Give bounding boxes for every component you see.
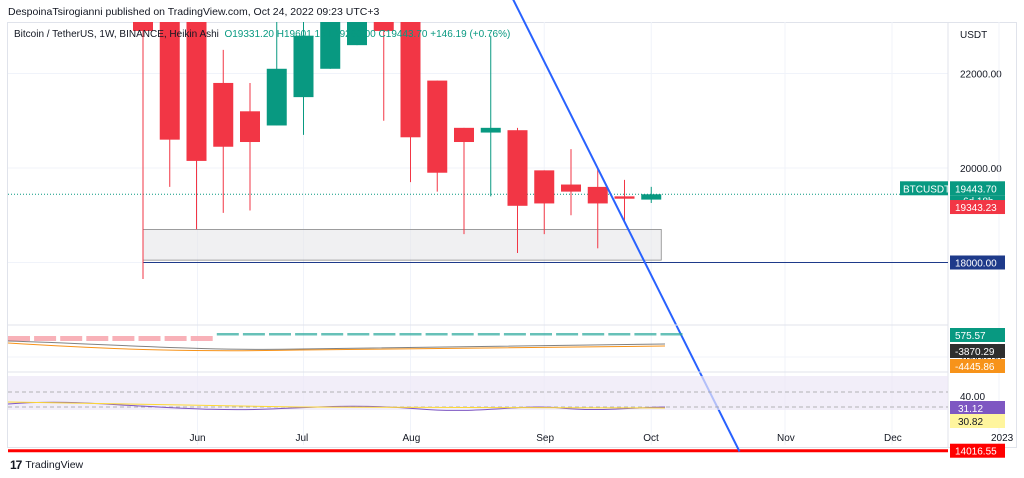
macd-histogram-bar [660, 333, 683, 336]
x-tick-label: Jul [296, 433, 309, 444]
macd-histogram-bar [373, 333, 396, 336]
legend-change: +146.19 (+0.76%) [430, 29, 511, 40]
rsi-tag [950, 401, 1005, 415]
candle-body [293, 35, 314, 98]
support-zone [142, 229, 662, 261]
macd-tag [950, 328, 1005, 342]
macd-signal-line [7, 342, 666, 352]
footer-brand[interactable]: 17 TradingView [10, 458, 83, 472]
y-tick-label: 20000.00 [960, 164, 1002, 175]
candle-body [213, 82, 234, 147]
price-tag-value: 19343.23 [955, 203, 997, 214]
y-tick-label: 16000.00 [960, 353, 1002, 364]
macd-histogram-bar [112, 336, 135, 341]
tradingview-logo-icon: 17 [10, 458, 22, 472]
macd-histogram-bar [321, 333, 344, 336]
macd-histogram-bar [582, 333, 605, 336]
candle-body [320, 22, 341, 69]
macd-histogram-bar [216, 333, 239, 336]
symbol-tag-label: BTCUSDT [903, 184, 950, 195]
symbol-legend: Bitcoin / TetherUS, 1W, BINANCE, Heikin … [14, 29, 510, 40]
candle-body [159, 22, 180, 140]
price-tag [950, 200, 1005, 215]
y-tick-label: 22000.00 [960, 70, 1002, 81]
candle-body [186, 22, 207, 161]
candle-body [133, 22, 153, 31]
macd-histogram-bar [8, 336, 30, 341]
macd-histogram-bar [60, 336, 83, 341]
macd-histogram-bar [425, 333, 448, 336]
macd-histogram-bar [347, 333, 370, 336]
publisher-line: DespoinaTsirogianni published on Trading… [8, 6, 380, 18]
rsi-line [7, 401, 666, 411]
candle-body [587, 186, 608, 204]
macd-histogram-bar [556, 333, 579, 336]
candle-body [614, 196, 635, 199]
macd-histogram-bar [477, 333, 500, 336]
symbol-tag [900, 181, 948, 196]
chart-frame [7, 22, 1017, 448]
x-tick-label: Dec [884, 433, 902, 444]
macd-tag-value: -3870.29 [955, 347, 995, 358]
candle-body [266, 68, 287, 126]
x-tick-label: Oct [643, 433, 659, 444]
candle-body [427, 80, 448, 173]
macd-histogram-bar [242, 333, 265, 336]
rsi-ma-line [7, 401, 666, 409]
candle-body [534, 170, 555, 204]
price-tag [950, 255, 1005, 270]
macd-histogram-bar [608, 333, 631, 336]
candle-body [561, 184, 581, 192]
macd-histogram-bar [503, 333, 526, 336]
macd-histogram-bar [86, 336, 109, 341]
brand-text: TradingView [25, 459, 84, 471]
x-tick-label: Sep [536, 433, 554, 444]
price-tag-value: 14016.55 [955, 447, 997, 458]
macd-histogram-bar [190, 336, 213, 341]
x-tick-label: Jun [190, 433, 206, 444]
macd-histogram-bar [269, 333, 291, 336]
rsi-level-label: 40.00 [960, 392, 985, 403]
rsi-tag-value: 31.12 [958, 404, 983, 415]
macd-tag-value: 575.57 [955, 331, 986, 342]
candle-body [507, 130, 528, 206]
x-tick-label: Aug [403, 433, 421, 444]
currency-label: USDT [960, 30, 987, 41]
macd-tag [950, 359, 1005, 373]
macd-tag-value: -4445.86 [955, 362, 995, 373]
price-tag [950, 181, 1005, 196]
price-tag [950, 443, 1005, 458]
x-tick-label: Nov [777, 433, 795, 444]
price-tag-value: 19443.70 [955, 184, 997, 195]
macd-histogram-bar [138, 336, 161, 341]
macd-line [7, 340, 666, 350]
macd-tag [950, 344, 1005, 358]
candle-body [347, 22, 367, 46]
candle-body [454, 127, 474, 143]
candle-body [373, 22, 394, 31]
symbol-title[interactable]: Bitcoin / TetherUS, 1W, BINANCE, Heikin … [14, 29, 219, 40]
trendline [512, 0, 741, 452]
macd-histogram-bar [295, 333, 318, 336]
macd-histogram-bar [164, 336, 187, 341]
candle-body [240, 111, 260, 143]
price-tag-value: 18000.00 [955, 259, 997, 270]
legend-open: O19331.20 [224, 29, 274, 40]
macd-histogram-bar [530, 333, 552, 336]
macd-histogram-bar [34, 336, 57, 341]
macd-histogram-bar [451, 333, 474, 336]
legend-high: H19601.15 [276, 29, 326, 40]
macd-histogram-bar [634, 333, 657, 336]
rsi-tag-value: 30.82 [958, 417, 983, 428]
rsi-tag [950, 414, 1005, 428]
legend-close: C19443.70 [378, 29, 428, 40]
candle-body [641, 194, 662, 200]
x-tick-label: 2023 [991, 433, 1014, 444]
legend-low: L19260.00 [328, 29, 376, 40]
candle-body [480, 127, 501, 133]
macd-histogram-bar [399, 333, 422, 336]
candle-body [400, 22, 421, 138]
